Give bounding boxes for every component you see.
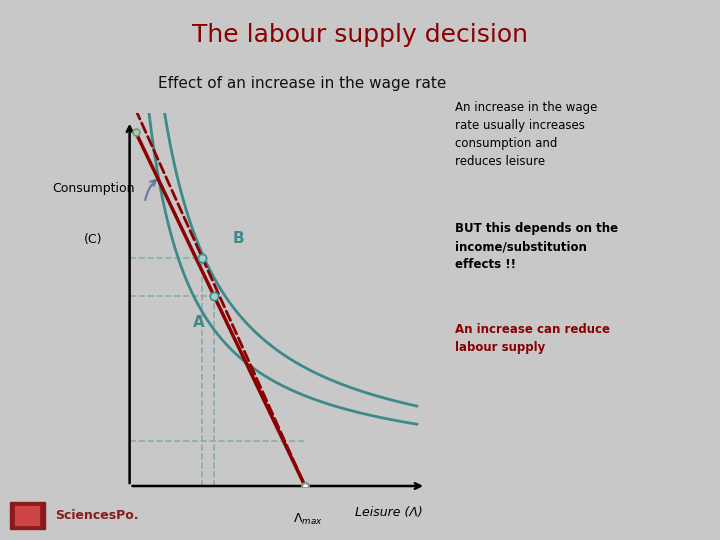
Text: Effect of an increase in the wage rate: Effect of an increase in the wage rate: [158, 76, 447, 91]
Text: BUT this depends on the
income/substitution
effects !!: BUT this depends on the income/substitut…: [455, 222, 618, 272]
Bar: [10, 502, 45, 529]
Text: An increase can reduce
labour supply: An increase can reduce labour supply: [455, 323, 610, 354]
Text: B: B: [233, 231, 244, 246]
Text: A: A: [193, 315, 205, 330]
Text: Leisure (Λ): Leisure (Λ): [355, 505, 423, 518]
Text: The labour supply decision: The labour supply decision: [192, 23, 528, 47]
Bar: [15, 507, 39, 525]
Text: Consumption: Consumption: [52, 183, 135, 195]
Text: (C): (C): [84, 233, 102, 246]
Text: SciencesPo.: SciencesPo.: [55, 509, 138, 522]
Text: $\Lambda_{max}$: $\Lambda_{max}$: [293, 512, 323, 527]
Text: An increase in the wage
rate usually increases
consumption and
reduces leisure: An increase in the wage rate usually inc…: [455, 100, 598, 168]
